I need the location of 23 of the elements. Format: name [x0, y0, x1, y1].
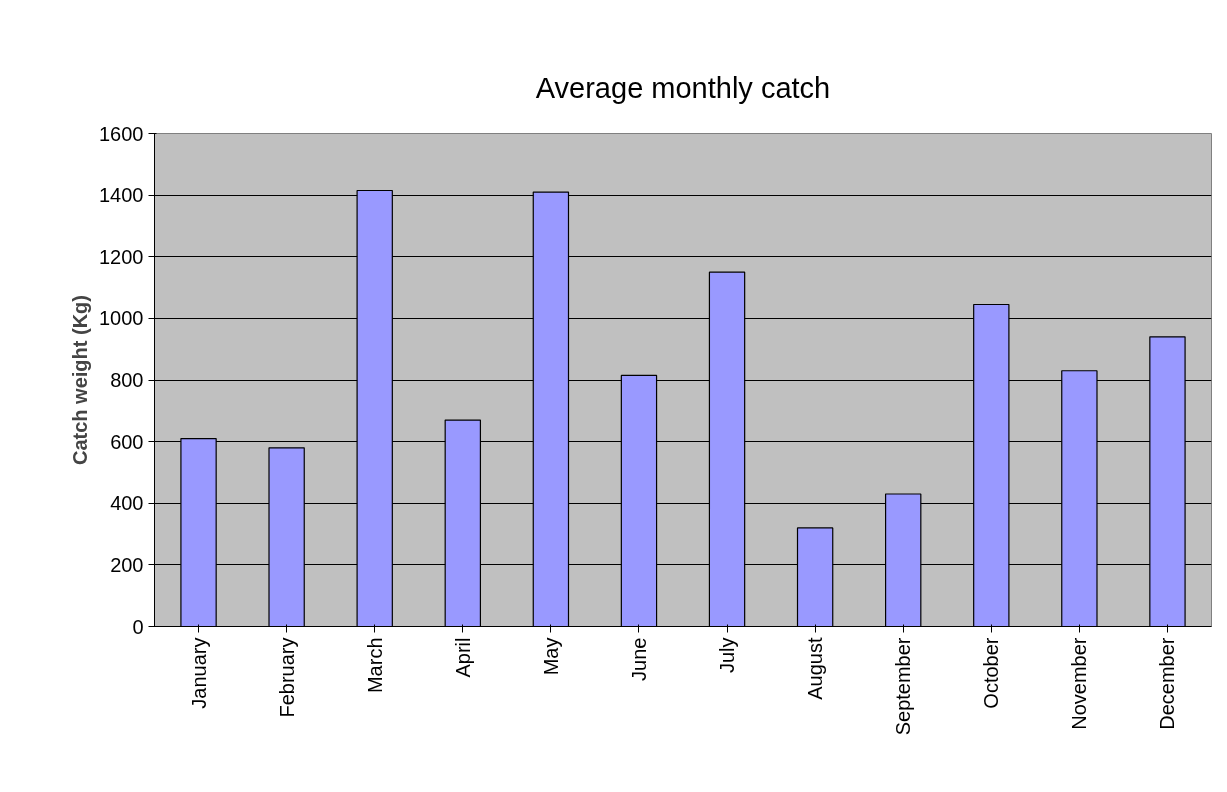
- chart-title: Average monthly catch: [535, 71, 831, 104]
- x-tick-label: January: [187, 637, 210, 709]
- x-tick-label: December: [1156, 637, 1179, 730]
- x-tick-label: October: [980, 637, 1003, 709]
- y-tick-label: 600: [110, 430, 144, 453]
- x-tick-label: May: [539, 637, 562, 676]
- y-axis-title: Catch weight (Kg): [69, 295, 92, 465]
- x-tick-label: November: [1068, 637, 1091, 730]
- y-tick-label: 1000: [99, 307, 144, 330]
- x-tick-label: August: [804, 637, 827, 700]
- x-tick-label: April: [451, 637, 474, 678]
- y-tick-label: 400: [110, 492, 144, 515]
- x-tick-label: March: [363, 637, 386, 694]
- y-tick-label: 1600: [99, 122, 144, 145]
- y-tick-label: 1400: [99, 184, 144, 207]
- x-tick-label: July: [716, 637, 739, 674]
- y-tick-label: 800: [110, 369, 144, 391]
- x-tick-label: September: [892, 637, 915, 736]
- y-tick-label: 1200: [99, 245, 144, 268]
- y-tick-label: 0: [132, 615, 144, 638]
- x-tick-label: June: [627, 637, 650, 681]
- y-tick-label: 200: [110, 553, 144, 576]
- x-tick-label: February: [275, 637, 298, 718]
